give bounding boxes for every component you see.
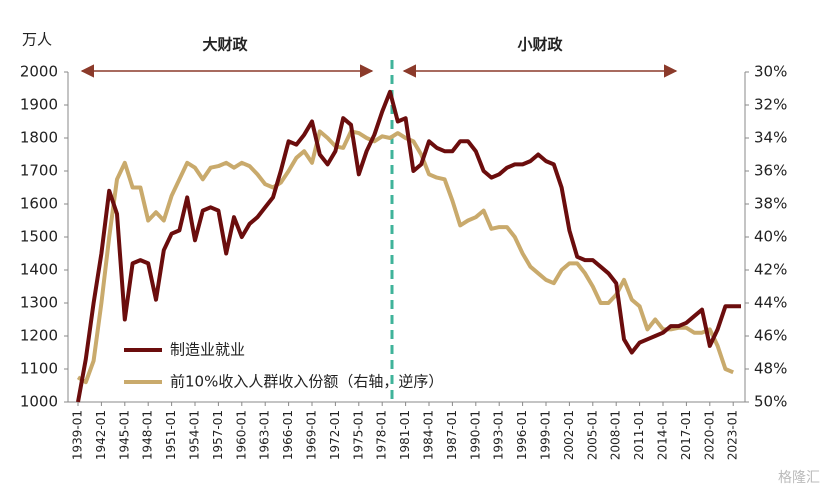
x-tick-label: 2023-01 — [726, 410, 740, 460]
y-tick-label: 2000 — [20, 63, 58, 81]
unit-label: 万人 — [22, 31, 52, 49]
y2-tick-label: 46% — [754, 327, 787, 345]
x-tick-label: 1987-01 — [445, 410, 459, 460]
y-tick-label: 1800 — [20, 129, 58, 147]
x-tick-label: 1978-01 — [375, 410, 389, 460]
x-tick-label: 1981-01 — [398, 410, 412, 460]
x-tick-label: 2002-01 — [562, 410, 576, 460]
annotation: 大财政 — [202, 36, 248, 54]
y-tick-label: 1900 — [20, 96, 58, 114]
y-tick-label: 1400 — [20, 261, 58, 279]
y2-tick-label: 48% — [754, 360, 787, 378]
y-tick-label: 1000 — [20, 393, 58, 411]
x-tick-label: 1948-01 — [141, 410, 155, 460]
y2-tick-label: 34% — [754, 129, 787, 147]
x-tick-label: 2017-01 — [679, 410, 693, 460]
legend-label: 前10%收入人群收入份额（右轴，逆序） — [170, 373, 443, 391]
y-tick-label: 1600 — [20, 195, 58, 213]
x-tick-label: 1963-01 — [258, 410, 272, 460]
y-tick-label: 1700 — [20, 162, 58, 180]
y2-tick-label: 40% — [754, 228, 787, 246]
x-tick-label: 2005-01 — [585, 410, 599, 460]
x-tick-label: 1945-01 — [117, 410, 131, 460]
y2-tick-label: 30% — [754, 63, 787, 81]
x-tick-label: 2014-01 — [656, 410, 670, 460]
x-tick-label: 1957-01 — [211, 410, 225, 460]
series-line — [76, 89, 741, 403]
y2-tick-label: 44% — [754, 294, 787, 312]
x-tick-label: 2011-01 — [632, 410, 646, 460]
legend-label: 制造业就业 — [170, 341, 245, 359]
x-tick-label: 1999-01 — [539, 410, 553, 460]
x-tick-label: 2008-01 — [609, 410, 623, 460]
x-tick-label: 1984-01 — [422, 410, 436, 460]
y-tick-label: 1300 — [20, 294, 58, 312]
x-tick-label: 2020-01 — [702, 410, 716, 460]
annotation: 小财政 — [517, 36, 563, 54]
x-tick-label: 1975-01 — [351, 410, 365, 460]
x-tick-label: 1972-01 — [328, 410, 342, 460]
x-tick-label: 1942-01 — [94, 410, 108, 460]
x-tick-label: 1966-01 — [281, 410, 295, 460]
y2-tick-label: 32% — [754, 96, 787, 114]
x-tick-label: 1969-01 — [305, 410, 319, 460]
watermark: 格隆汇 — [778, 470, 820, 486]
x-tick-label: 1993-01 — [492, 410, 506, 460]
x-tick-label: 1996-01 — [515, 410, 529, 460]
y-tick-label: 1200 — [20, 327, 58, 345]
y-tick-label: 1500 — [20, 228, 58, 246]
x-tick-label: 1960-01 — [234, 410, 248, 460]
y2-tick-label: 50% — [754, 393, 787, 411]
x-tick-label: 1990-01 — [468, 410, 482, 460]
y2-tick-label: 42% — [754, 261, 787, 279]
y2-tick-label: 36% — [754, 162, 787, 180]
y2-tick-label: 38% — [754, 195, 787, 213]
x-tick-label: 1951-01 — [164, 410, 178, 460]
series-line — [76, 129, 734, 385]
x-tick-label: 1954-01 — [188, 410, 202, 460]
y-tick-label: 1100 — [20, 360, 58, 378]
x-tick-label: 1939-01 — [71, 410, 85, 460]
